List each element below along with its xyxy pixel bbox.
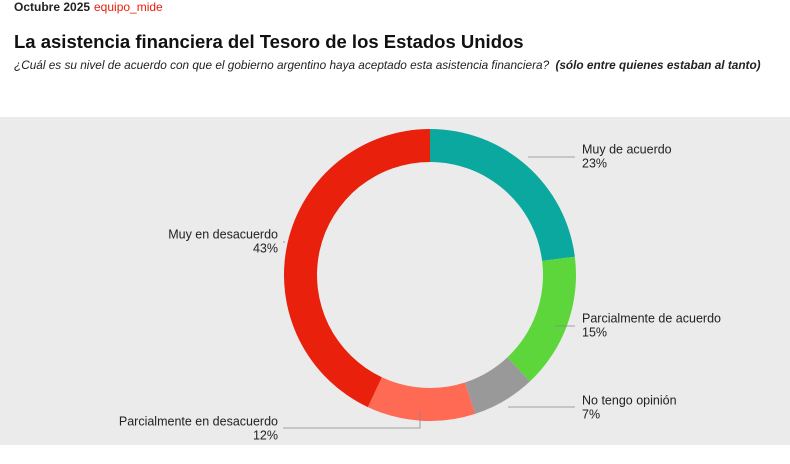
donut-slice (464, 357, 530, 414)
source: equipo_mide (94, 0, 163, 14)
date: Octubre 2025 (14, 0, 90, 14)
donut-slice (367, 377, 476, 421)
value-label: 12% (253, 428, 278, 442)
slice-label: Parcialmente de acuerdo (582, 311, 721, 325)
slice-label: No tengo opinión (582, 393, 677, 407)
donut-slice (430, 129, 575, 261)
slice-label: Parcialmente en desacuerdo (119, 414, 278, 428)
slice-label: Muy de acuerdo (582, 142, 672, 156)
value-label: 43% (253, 241, 278, 255)
donut-slice (507, 256, 576, 382)
subtitle-text: ¿Cuál es su nivel de acuerdo con que el … (14, 58, 550, 72)
slice-label: Muy en desacuerdo (168, 227, 278, 241)
value-label: 23% (582, 156, 607, 170)
chart-title: La asistencia financiera del Tesoro de l… (14, 31, 524, 52)
subtitle-note: (sólo entre quienes estaban al tanto) (555, 58, 760, 72)
subtitle: ¿Cuál es su nivel de acuerdo con que el … (14, 58, 761, 72)
donut-slice (284, 129, 430, 408)
value-label: 15% (582, 325, 607, 339)
value-label: 7% (582, 407, 600, 421)
leader-line (283, 411, 421, 429)
